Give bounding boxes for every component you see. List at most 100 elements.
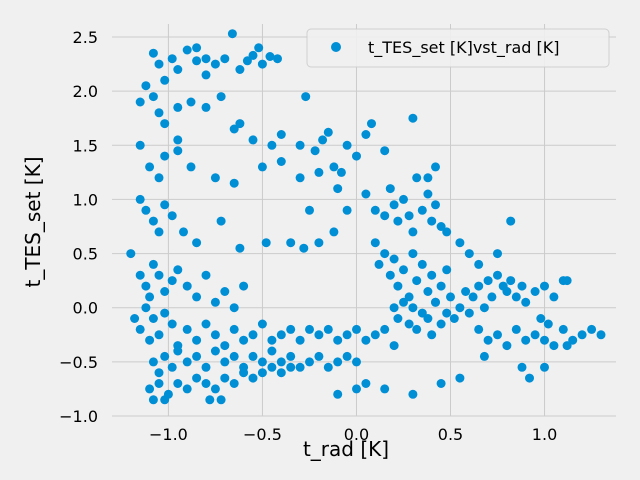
data-point [182, 357, 192, 367]
legend-label: t_TES_set [K]vst_rad [K] [368, 38, 560, 58]
data-point [577, 330, 587, 340]
data-point [229, 379, 239, 388]
data-point [393, 281, 403, 291]
data-point [167, 211, 177, 221]
data-point [417, 259, 427, 269]
data-point [126, 249, 136, 259]
data-point [186, 97, 196, 107]
data-point [389, 341, 399, 351]
data-point [210, 346, 220, 356]
data-point [182, 384, 192, 394]
data-point [182, 45, 192, 55]
data-point [408, 303, 418, 313]
data-point [135, 270, 145, 280]
data-point [192, 238, 202, 248]
data-point [141, 205, 151, 215]
data-point [461, 287, 471, 296]
data-point [310, 146, 320, 156]
data-point [436, 379, 446, 388]
data-point [342, 351, 352, 361]
data-point [130, 314, 140, 323]
data-point [318, 135, 328, 145]
data-point [220, 373, 230, 383]
data-point [267, 335, 277, 345]
data-point [412, 324, 422, 334]
data-point [160, 351, 170, 361]
data-point [370, 330, 380, 340]
data-point [173, 65, 183, 74]
data-point [220, 341, 230, 351]
data-point [235, 119, 245, 129]
data-point [160, 119, 170, 129]
data-point [145, 162, 155, 172]
legend: t_TES_set [K]vst_rad [K] [306, 28, 610, 68]
data-point [342, 330, 352, 340]
data-point [333, 335, 343, 345]
data-point [399, 265, 408, 275]
data-point [404, 211, 414, 221]
data-point [201, 54, 211, 64]
data-point [299, 243, 309, 253]
data-point [423, 314, 433, 323]
data-point [342, 205, 352, 215]
y-axis-label: t_TES_set [K] [21, 156, 45, 287]
data-point [543, 319, 553, 329]
data-point [254, 43, 264, 53]
data-point [540, 335, 549, 345]
y-tick-label: −0.5 [59, 353, 98, 372]
data-point [483, 335, 493, 345]
data-point [248, 373, 258, 383]
data-point [314, 351, 324, 361]
data-point [261, 238, 271, 248]
data-point [229, 351, 239, 361]
data-point [502, 287, 512, 296]
data-point [135, 140, 145, 150]
data-point [201, 70, 211, 80]
x-tick-label: 0.0 [344, 425, 369, 444]
data-point [210, 59, 220, 69]
data-point [408, 389, 418, 399]
data-point [154, 173, 164, 183]
data-point [389, 200, 399, 210]
data-point [323, 127, 333, 137]
data-point [393, 314, 403, 323]
data-point [427, 270, 437, 280]
y-tick-label: 0.0 [73, 299, 98, 318]
data-point [361, 335, 371, 345]
data-point [367, 119, 376, 129]
data-point [235, 243, 245, 253]
data-point [286, 324, 296, 334]
data-point [380, 249, 390, 259]
data-point [216, 216, 226, 226]
data-point [229, 124, 239, 134]
data-point [154, 108, 164, 118]
data-point [229, 324, 239, 334]
data-point [216, 395, 226, 405]
data-point [562, 276, 572, 286]
x-tick-label: −0.5 [243, 425, 282, 444]
data-point [173, 146, 183, 156]
data-point [267, 362, 277, 372]
data-point [479, 303, 489, 313]
data-point [502, 341, 512, 351]
data-point [276, 157, 286, 166]
data-point [493, 270, 502, 280]
x-tick-labels: −1.0 −0.5 0.0 0.5 1.0 [149, 425, 557, 444]
data-point [474, 281, 484, 291]
data-point [186, 162, 196, 172]
data-point [179, 227, 188, 237]
data-point [167, 54, 177, 64]
data-point [273, 54, 282, 64]
data-point [227, 29, 237, 39]
data-point [329, 162, 339, 172]
data-point [399, 194, 408, 204]
data-point [474, 324, 484, 334]
x-tick-label: −1.0 [149, 425, 188, 444]
data-point [192, 373, 202, 383]
data-point [436, 319, 446, 329]
data-point [442, 265, 452, 275]
data-point [148, 92, 158, 102]
data-point [239, 281, 249, 291]
data-point [201, 379, 211, 388]
data-point [173, 379, 183, 388]
